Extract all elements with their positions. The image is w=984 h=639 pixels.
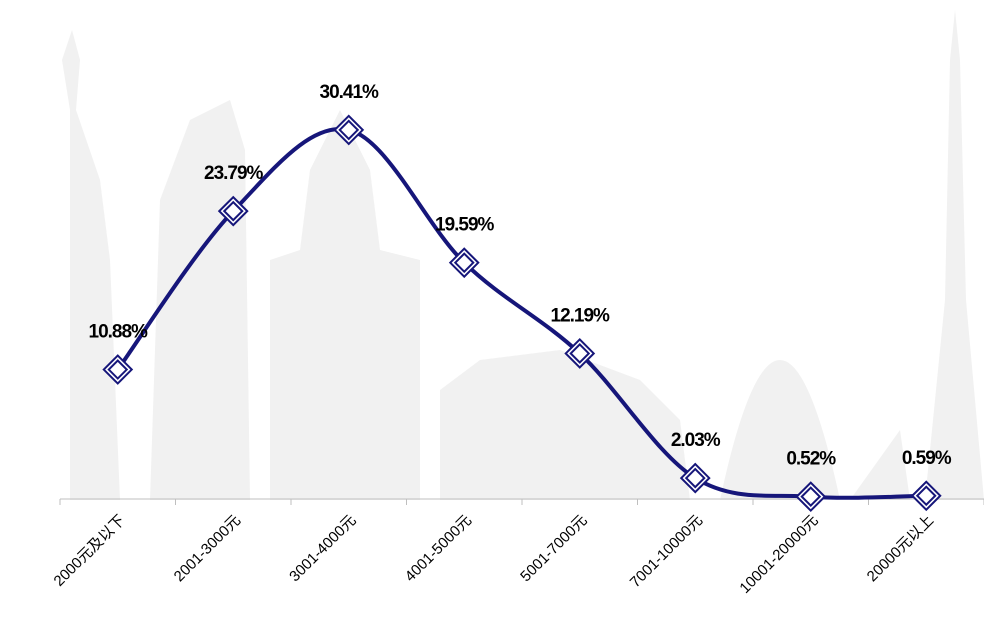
value-label: 2.03% [671,430,721,451]
x-tick-label: 10001-20000元 [736,512,821,597]
x-tick-label: 2000元及以下 [51,512,129,590]
x-tick-label: 20000元以上 [864,512,937,585]
chart: 2000元及以下 2001-3000元 3001-4000元 4001-5000元 50… [0,0,984,639]
background-silhouettes [62,10,984,500]
value-label: 30.41% [320,82,380,103]
value-label: 10.88% [89,322,149,343]
x-tick-label: 3001-4000元 [286,512,359,585]
value-label: 0.59% [902,448,952,469]
value-label: 19.59% [435,215,495,236]
x-tick-label: 2001-3000元 [171,512,244,585]
x-tick-label: 4001-5000元 [402,512,475,585]
value-label: 23.79% [204,163,264,184]
value-label: 0.52% [786,449,836,470]
x-tick-label: 5001-7000元 [517,512,590,585]
x-tick-label: 7001-10000元 [627,512,706,591]
value-label: 12.19% [551,305,611,326]
page: {"chart_data": {"type": "line", "categor… [0,0,984,639]
